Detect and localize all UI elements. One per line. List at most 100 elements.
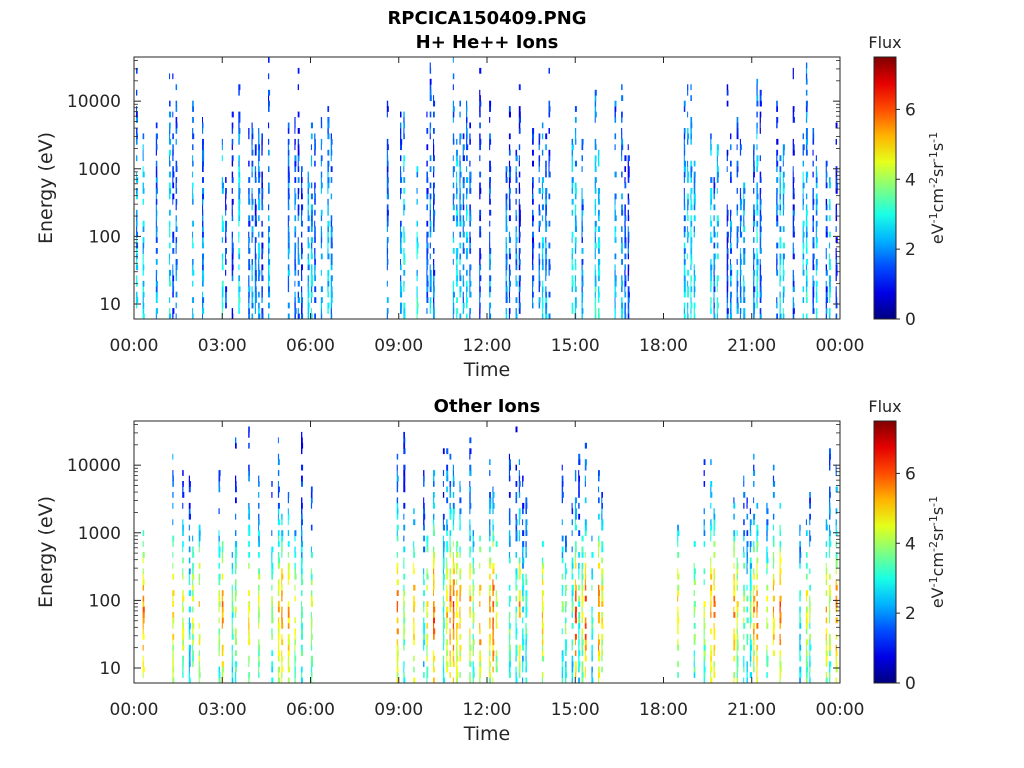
flux-cell: [710, 524, 713, 531]
flux-cell: [739, 204, 742, 211]
flux-cell: [261, 269, 263, 276]
flux-cell: [188, 672, 191, 678]
flux-cell: [238, 220, 240, 227]
flux-cell: [703, 519, 705, 526]
flux-cell: [403, 672, 405, 678]
flux-cell: [403, 481, 406, 487]
flux-cell: [578, 470, 580, 476]
flux-cell: [442, 666, 445, 673]
flux-cell: [479, 666, 482, 673]
flux-cell: [456, 655, 459, 662]
flux-cell: [756, 253, 758, 260]
flux-cell: [462, 280, 465, 287]
flux-cell: [716, 286, 718, 293]
flux-cell: [413, 584, 416, 591]
flux-cell: [515, 248, 517, 254]
flux-cell: [578, 552, 580, 558]
flux-cell: [307, 226, 310, 232]
flux-cell: [287, 655, 290, 662]
flux-cell: [251, 275, 253, 282]
x-tick-label: 03:00: [198, 336, 247, 356]
flux-cell: [753, 204, 755, 211]
flux-cell: [182, 557, 184, 564]
flux-cell: [433, 291, 435, 298]
flux-cell: [192, 590, 194, 596]
flux-cell: [565, 606, 567, 613]
flux-cell: [693, 269, 696, 276]
flux-cell: [601, 546, 604, 553]
flux-cell: [281, 666, 284, 673]
flux-cell: [492, 655, 495, 662]
flux-cell: [400, 275, 402, 282]
flux-cell: [142, 633, 145, 640]
flux-cell: [142, 133, 145, 140]
flux-cell: [753, 313, 755, 320]
flux-cell: [442, 524, 445, 531]
colorbar-tick-label: 0: [905, 310, 916, 330]
flux-cell: [307, 204, 309, 211]
flux-cell: [545, 302, 548, 309]
flux-cell: [584, 442, 587, 449]
flux-cell: [310, 492, 313, 498]
flux-cell: [416, 253, 418, 260]
flux-cell: [433, 633, 435, 640]
flux-cell: [584, 464, 587, 471]
flux-cell: [561, 519, 563, 526]
flux-cell: [726, 166, 728, 172]
flux-cell: [261, 286, 263, 293]
flux-cell: [456, 264, 458, 271]
flux-cell: [258, 166, 260, 172]
flux-cell: [294, 595, 296, 602]
flux-cell: [469, 248, 472, 254]
flux-cell: [825, 204, 828, 211]
flux-cell: [202, 155, 205, 162]
flux-cell: [459, 193, 461, 200]
flux-cell: [307, 253, 309, 260]
flux-cell: [469, 308, 471, 314]
flux-cell: [426, 253, 428, 260]
flux-cell: [541, 177, 544, 183]
flux-cell: [805, 562, 808, 569]
flux-cell: [386, 215, 389, 222]
flux-cell: [812, 171, 814, 178]
flux-cell: [489, 557, 492, 564]
flux-cell: [782, 149, 785, 156]
flux-cell: [614, 291, 617, 298]
flux-cell: [301, 437, 303, 444]
flux-cell: [598, 149, 600, 156]
flux-cell: [561, 492, 564, 498]
flux-cell: [287, 231, 290, 238]
flux-cell: [508, 541, 511, 547]
flux-cell: [238, 122, 240, 129]
flux-cell: [459, 111, 461, 118]
flux-cell: [221, 557, 224, 564]
flux-cell: [601, 519, 604, 526]
flux-cell: [462, 297, 464, 303]
flux-cell: [733, 606, 735, 613]
flux-cell: [518, 155, 520, 162]
flux-cell: [469, 562, 471, 569]
flux-cell: [271, 530, 273, 536]
flux-cell: [456, 552, 459, 558]
flux-cell: [452, 182, 455, 189]
flux-cell: [772, 541, 775, 547]
flux-cell: [155, 297, 158, 303]
flux-cell: [218, 470, 221, 476]
flux-cell: [426, 177, 429, 183]
flux-cell: [713, 259, 716, 265]
flux-cell: [594, 264, 596, 271]
flux-cell: [756, 248, 758, 254]
flux-cell: [779, 259, 782, 265]
flux-cell: [429, 302, 432, 309]
flux-cell: [545, 188, 548, 194]
flux-cell: [578, 453, 581, 460]
flux-cell: [759, 308, 762, 314]
flux-cell: [235, 546, 238, 553]
flux-cell: [743, 481, 745, 487]
flux-cell: [472, 666, 475, 673]
flux-cell: [287, 573, 290, 580]
flux-cell: [538, 253, 540, 260]
flux-cell: [231, 215, 234, 222]
flux-cell: [258, 275, 260, 282]
flux-cell: [462, 215, 465, 222]
